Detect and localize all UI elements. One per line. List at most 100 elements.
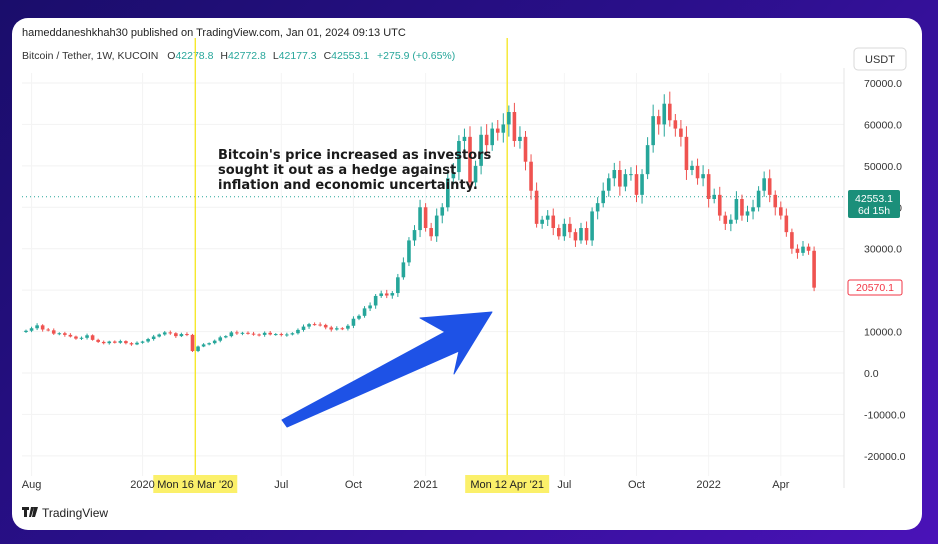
last-price-countdown: 6d 15h bbox=[858, 205, 890, 217]
trend-arrow bbox=[281, 311, 493, 428]
candle-body bbox=[573, 232, 578, 241]
candle-body bbox=[124, 341, 128, 344]
y-tick-label: 60000.0 bbox=[864, 119, 902, 131]
candle-body bbox=[29, 328, 34, 331]
candle-body bbox=[146, 339, 150, 342]
chart-card: hameddaneshkhah30 published on TradingVi… bbox=[12, 18, 922, 530]
x-tick-label: Jul bbox=[274, 479, 288, 491]
candle-body bbox=[390, 293, 395, 296]
candle-body bbox=[557, 228, 561, 237]
candle-body bbox=[729, 219, 733, 224]
high-label: H bbox=[220, 50, 228, 62]
candle-body bbox=[362, 308, 367, 316]
candle-body bbox=[579, 228, 583, 241]
candle-body bbox=[168, 332, 173, 334]
candle-body bbox=[157, 334, 161, 337]
candle-body bbox=[357, 315, 361, 319]
currency-label: USDT bbox=[865, 54, 895, 66]
footer-brand: TradingView bbox=[42, 506, 108, 520]
candle-body bbox=[679, 128, 683, 137]
candle-body bbox=[373, 295, 378, 306]
candle-body bbox=[268, 332, 272, 335]
currency-button[interactable]: USDT bbox=[853, 47, 907, 71]
y-tick-label: 0.0 bbox=[864, 368, 879, 380]
candle-body bbox=[229, 332, 234, 337]
candle-body bbox=[712, 194, 716, 199]
candle-body bbox=[656, 116, 661, 125]
candle-body bbox=[623, 174, 628, 187]
candle-body bbox=[68, 334, 73, 337]
candle-body bbox=[218, 337, 223, 341]
candle-body bbox=[179, 334, 184, 337]
ohlc-line: Bitcoin / Tether, 1W, KUCOIN O42278.8 H4… bbox=[22, 50, 455, 62]
change-value: +275.9 (+0.65%) bbox=[377, 50, 455, 62]
low-label: L bbox=[273, 50, 279, 62]
low-price-badge: 20570.1 bbox=[847, 279, 903, 296]
candle-body bbox=[590, 211, 594, 241]
candle-body bbox=[301, 326, 306, 330]
candle-body bbox=[595, 203, 600, 212]
candle-body bbox=[651, 116, 655, 146]
marker-date-box bbox=[153, 475, 238, 493]
candle-body bbox=[240, 332, 245, 334]
candle-body bbox=[518, 136, 522, 141]
candle-body bbox=[662, 103, 667, 125]
candle-body bbox=[484, 134, 489, 146]
candle-body bbox=[734, 199, 739, 220]
candle-body bbox=[634, 174, 639, 195]
x-tick-label: 2022 bbox=[696, 479, 720, 491]
candle-body bbox=[462, 136, 467, 141]
annotation-line-3: inflation and economic uncertainty. bbox=[218, 178, 478, 193]
tradingview-logo: TradingView bbox=[22, 506, 108, 520]
candle-body bbox=[773, 194, 778, 208]
candle-body bbox=[507, 112, 511, 125]
candle-body bbox=[379, 293, 383, 296]
marker-date-box bbox=[465, 475, 550, 493]
candle-body bbox=[540, 219, 544, 224]
candle-body bbox=[501, 124, 506, 133]
candle-body bbox=[412, 230, 417, 241]
candle-body bbox=[601, 190, 605, 204]
candle-body bbox=[645, 145, 650, 175]
candle-body bbox=[290, 333, 295, 335]
candle-body bbox=[401, 262, 406, 278]
candle-body bbox=[46, 329, 50, 331]
candle-body bbox=[473, 165, 478, 183]
candle-body bbox=[806, 246, 811, 251]
candle-body bbox=[51, 330, 56, 334]
open-label: O bbox=[167, 50, 175, 62]
candle-body bbox=[717, 194, 722, 216]
candle-body bbox=[723, 215, 728, 224]
candle-body bbox=[545, 215, 550, 220]
candle-body bbox=[74, 336, 78, 339]
marker-date-label: Mon 12 Apr '21 bbox=[470, 479, 544, 491]
candle-body bbox=[323, 324, 328, 328]
x-tick-label: Apr bbox=[772, 479, 789, 491]
candle-body bbox=[795, 248, 800, 253]
candle-body bbox=[534, 190, 539, 224]
last-price-badge: 42553.1 6d 15h bbox=[848, 190, 900, 218]
candle-body bbox=[262, 332, 267, 335]
x-tick-label: 2021 bbox=[413, 479, 437, 491]
y-tick-label: -20000.0 bbox=[864, 451, 906, 463]
candle-body bbox=[335, 328, 339, 330]
candle-body bbox=[523, 136, 528, 162]
candle-body bbox=[296, 329, 300, 334]
candle-body bbox=[606, 178, 611, 191]
candle-body bbox=[479, 134, 483, 166]
publisher-line: hameddaneshkhah30 published on TradingVi… bbox=[22, 27, 406, 39]
candle-body bbox=[318, 324, 322, 326]
candle-body bbox=[174, 333, 178, 337]
annotation-line-2: sought it out as a hedge against bbox=[218, 163, 456, 178]
candle-body bbox=[529, 161, 533, 191]
close-value: 42553.1 bbox=[331, 50, 369, 62]
candle-body bbox=[512, 112, 517, 141]
candle-body bbox=[751, 207, 755, 212]
candle-body bbox=[446, 178, 450, 208]
candle-body bbox=[151, 336, 156, 340]
x-tick-label: Oct bbox=[628, 479, 645, 491]
open-value: 42278.8 bbox=[175, 50, 213, 62]
candle-body bbox=[457, 141, 461, 173]
candle-body bbox=[790, 232, 794, 249]
candle-body bbox=[440, 207, 445, 216]
